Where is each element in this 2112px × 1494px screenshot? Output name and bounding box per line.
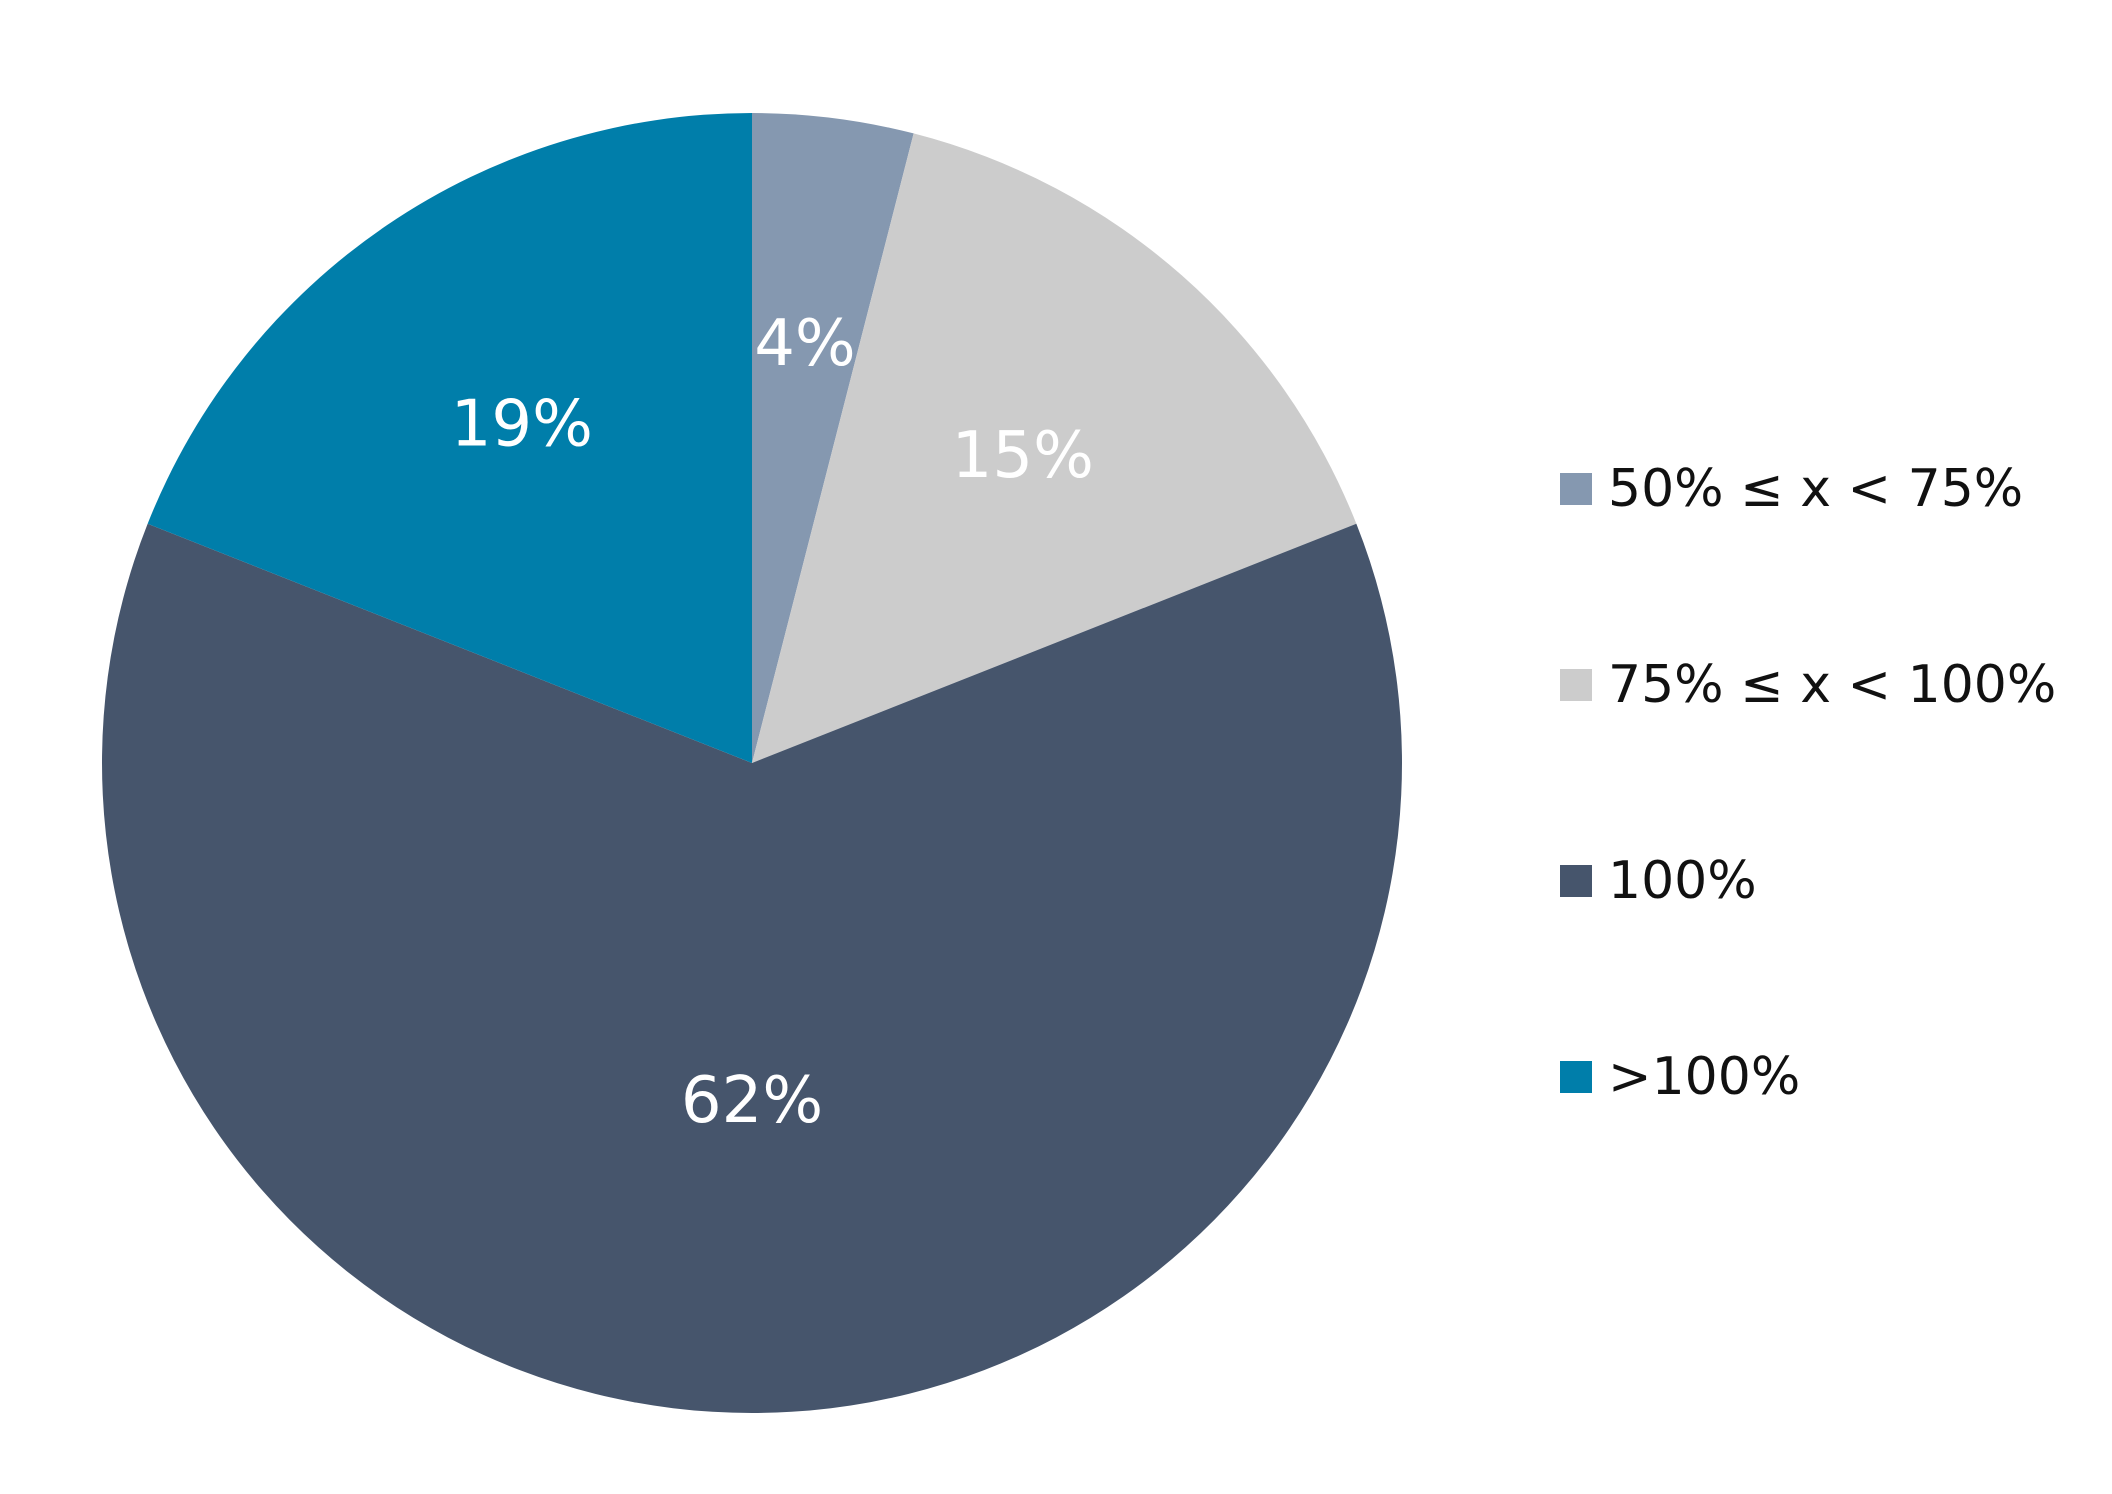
legend-label: 75% ≤ x < 100% xyxy=(1608,655,2057,715)
slice-value-label-2: 15% xyxy=(952,419,1094,493)
pie-slice-2 xyxy=(752,133,1357,763)
legend-label: >100% xyxy=(1608,1047,1801,1107)
legend-swatch xyxy=(1560,669,1592,701)
legend-item-2: 75% ≤ x < 100% xyxy=(1560,640,2056,730)
slice-value-label-3: 62% xyxy=(681,1064,823,1138)
pie-chart: 4% 15% 62% 19% xyxy=(101,113,1403,1413)
legend: 50% ≤ x < 75% 75% ≤ x < 100% 100% >100% xyxy=(1560,444,2056,1122)
legend-item-4: >100% xyxy=(1560,1032,2056,1122)
legend-item-3: 100% xyxy=(1560,836,2056,926)
legend-swatch xyxy=(1560,473,1592,505)
legend-label: 50% ≤ x < 75% xyxy=(1608,459,2024,519)
slice-value-label-4: 19% xyxy=(451,387,593,461)
legend-item-1: 50% ≤ x < 75% xyxy=(1560,444,2056,534)
legend-label: 100% xyxy=(1608,851,1757,911)
pie-slice-1 xyxy=(752,113,914,763)
pie-value-labels: 4% 15% 62% 19% xyxy=(451,307,1094,1138)
legend-swatch xyxy=(1560,865,1592,897)
legend-swatch xyxy=(1560,1061,1592,1093)
slice-value-label-1: 4% xyxy=(754,307,856,381)
pie-slice-3 xyxy=(101,523,1403,1413)
pie-slices xyxy=(101,113,1403,1413)
pie-slice-4 xyxy=(147,113,753,763)
